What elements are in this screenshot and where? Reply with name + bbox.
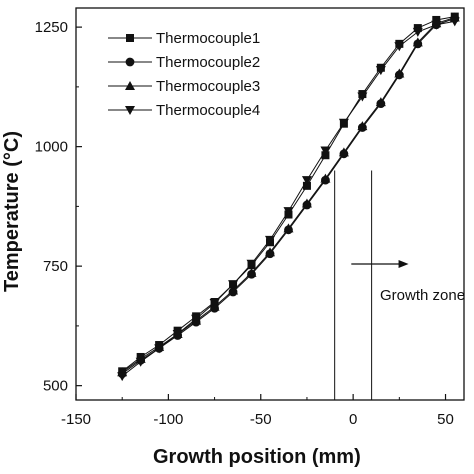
- y-tick-label: 1250: [35, 19, 68, 36]
- x-tick-label: -100: [153, 411, 183, 428]
- data-point: [338, 147, 349, 157]
- x-tick-label: 0: [349, 411, 357, 428]
- data-point: [283, 207, 294, 217]
- legend-item: Thermocouple2: [108, 54, 260, 71]
- chart-marks: [117, 12, 460, 400]
- data-point: [246, 267, 257, 277]
- data-point: [357, 121, 368, 131]
- data-point: [172, 330, 183, 340]
- data-point: [191, 314, 202, 324]
- y-tick-label: 750: [43, 258, 68, 275]
- x-axis-title: Growth position (mm): [153, 446, 361, 468]
- data-point: [412, 27, 423, 37]
- legend-marker: [125, 57, 135, 67]
- legend-label: Thermocouple4: [156, 102, 260, 119]
- x-tick-label: -150: [61, 411, 91, 428]
- y-tick-label: 500: [43, 378, 68, 395]
- legend-marker: [125, 81, 135, 90]
- data-point: [357, 92, 368, 102]
- legend-label: Thermocouple1: [156, 30, 260, 47]
- data-point: [302, 181, 311, 190]
- data-point: [154, 344, 165, 354]
- data-point: [283, 223, 294, 233]
- y-tick-label: 1000: [35, 139, 68, 156]
- data-point: [228, 280, 239, 290]
- plot-frame: [75, 7, 465, 401]
- x-tick-label: 50: [437, 411, 454, 428]
- data-point: [449, 17, 460, 27]
- data-point: [265, 235, 275, 245]
- data-point: [117, 372, 128, 382]
- legend-item: Thermocouple1: [108, 30, 260, 47]
- legend-label: Thermocouple3: [156, 78, 260, 95]
- legend: Thermocouple1 Thermocouple2 Thermocouple3 T…: [108, 30, 260, 119]
- data-point: [320, 146, 331, 156]
- data-point: [265, 247, 275, 257]
- legend-marker: [125, 106, 135, 115]
- annotation: Growth zone: [351, 260, 465, 304]
- data-point: [375, 97, 386, 107]
- y-axis: 500 750 1000 1250: [35, 19, 82, 395]
- data-point: [431, 20, 442, 30]
- data-point: [301, 176, 312, 186]
- data-point: [394, 42, 405, 52]
- data-point: [320, 173, 331, 183]
- data-point: [209, 298, 220, 308]
- data-point: [228, 285, 239, 295]
- data-point: [394, 68, 405, 78]
- legend-label: Thermocouple2: [156, 54, 260, 71]
- legend-item: Thermocouple4: [108, 102, 260, 119]
- data-point: [301, 198, 312, 208]
- annotation-label: Growth zone: [380, 287, 465, 304]
- legend-marker: [126, 34, 134, 42]
- y-axis-title: Temperature (°C): [1, 131, 23, 292]
- x-axis: -150 -100 -50 0 50: [61, 394, 454, 428]
- data-point: [246, 259, 257, 269]
- annotation-arrow-head: [398, 260, 409, 268]
- data-point: [375, 66, 386, 76]
- data-point: [135, 357, 146, 367]
- data-point: [412, 37, 423, 47]
- legend-item: Thermocouple3: [108, 78, 260, 95]
- series-4: [117, 17, 460, 382]
- data-point: [338, 118, 349, 128]
- x-tick-label: -50: [250, 411, 272, 428]
